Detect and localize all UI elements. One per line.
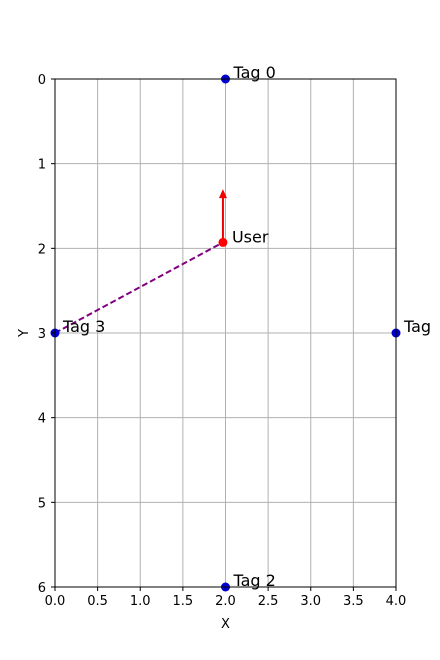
connection-layer bbox=[54, 241, 224, 334]
x-tick-label: 1.5 bbox=[173, 594, 194, 609]
x-tick-label: 1.0 bbox=[130, 594, 151, 609]
ticks: 0.0 0.5 1.0 1.5 2.0 2.5 3.0 3.5 4.0 0 1 2 3 4 5 6 bbox=[38, 73, 407, 609]
tag-label: Tag bbox=[403, 317, 431, 336]
heading-arrow-head bbox=[218, 189, 227, 199]
x-tick-label: 2.0 bbox=[215, 594, 236, 609]
tag-label: Tag 2 bbox=[233, 571, 276, 590]
user-point bbox=[218, 237, 228, 247]
y-tick-label: 6 bbox=[38, 581, 46, 596]
tag-label: Tag 0 bbox=[233, 63, 276, 82]
points-layer bbox=[50, 74, 401, 592]
tag-label: Tag 3 bbox=[62, 317, 105, 336]
y-tick-label: 5 bbox=[38, 496, 46, 511]
x-tick-label: 2.5 bbox=[258, 594, 279, 609]
x-tick-label: 4.0 bbox=[386, 594, 407, 609]
y-axis-label: Y bbox=[17, 329, 32, 338]
y-tick-label: 1 bbox=[38, 158, 46, 173]
y-tick-label: 2 bbox=[38, 242, 46, 257]
x-tick-label: 3.0 bbox=[300, 594, 321, 609]
x-axis-label: X bbox=[221, 617, 230, 632]
x-tick-label: 0.5 bbox=[87, 594, 108, 609]
user-label: User bbox=[232, 227, 269, 246]
heading-arrow-layer bbox=[218, 189, 227, 243]
x-tick-label: 0.0 bbox=[45, 594, 66, 609]
y-tick-label: 4 bbox=[38, 412, 46, 427]
grid bbox=[54, 78, 397, 588]
x-tick-label: 3.5 bbox=[343, 594, 364, 609]
annotations: Tag 0 Tag Tag 2 Tag 3 User bbox=[62, 63, 431, 590]
connection-line bbox=[54, 241, 224, 334]
y-tick-label: 3 bbox=[38, 327, 46, 342]
y-tick-label: 0 bbox=[38, 73, 46, 88]
